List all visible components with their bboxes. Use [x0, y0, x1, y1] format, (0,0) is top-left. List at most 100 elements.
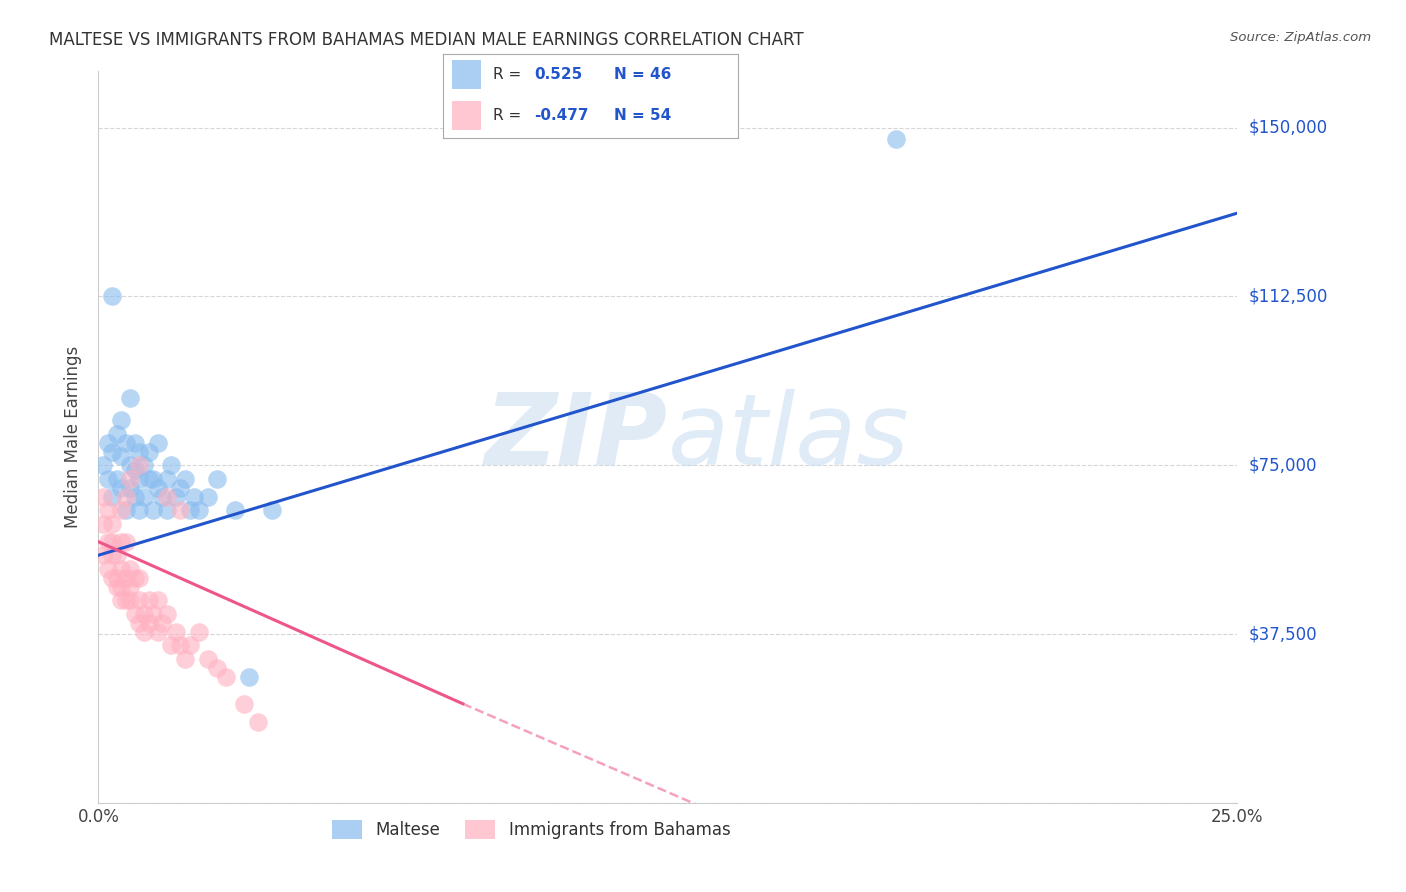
Point [215, 670, 238, 684]
Point [150, 615, 173, 630]
Text: Source: ZipAtlas.com: Source: ZipAtlas.com [1230, 31, 1371, 45]
Point [101, 516, 124, 531]
Point [260, 503, 283, 517]
Point [96, 534, 118, 549]
Point [246, 714, 269, 729]
Point [132, 458, 155, 473]
Point [110, 503, 132, 517]
Point [156, 503, 179, 517]
Point [160, 638, 183, 652]
Point [120, 562, 142, 576]
Point [128, 503, 150, 517]
Point [160, 458, 183, 473]
Point [124, 463, 146, 477]
Point [124, 490, 146, 504]
Point [105, 580, 128, 594]
Text: MALTESE VS IMMIGRANTS FROM BAHAMAS MEDIAN MALE EARNINGS CORRELATION CHART: MALTESE VS IMMIGRANTS FROM BAHAMAS MEDIA… [49, 31, 804, 49]
Point [132, 624, 155, 639]
Point [146, 593, 169, 607]
Point [101, 444, 124, 458]
Point [110, 593, 132, 607]
Point [884, 132, 907, 146]
Point [128, 458, 150, 473]
Point [110, 449, 132, 463]
Point [114, 593, 136, 607]
Point [183, 490, 205, 504]
Point [101, 571, 124, 585]
Point [132, 607, 155, 621]
Point [156, 607, 179, 621]
Point [124, 435, 146, 450]
Point [110, 481, 132, 495]
Point [105, 472, 128, 486]
Point [142, 607, 165, 621]
Point [156, 472, 179, 486]
Point [91, 458, 114, 473]
Point [169, 638, 191, 652]
Text: ZIP: ZIP [485, 389, 668, 485]
Point [156, 490, 179, 504]
Point [205, 661, 228, 675]
Point [138, 472, 160, 486]
Point [110, 580, 132, 594]
Point [128, 593, 150, 607]
Text: N = 46: N = 46 [614, 67, 672, 82]
Point [114, 435, 136, 450]
Point [146, 481, 169, 495]
Point [169, 503, 191, 517]
Point [238, 670, 260, 684]
Point [224, 503, 246, 517]
Point [110, 413, 132, 427]
Point [128, 615, 150, 630]
Point [105, 426, 128, 441]
Point [101, 534, 124, 549]
Point [187, 624, 209, 639]
Text: $75,000: $75,000 [1249, 456, 1317, 475]
FancyBboxPatch shape [451, 101, 481, 130]
Point [205, 472, 228, 486]
Point [101, 289, 124, 303]
Point [146, 435, 169, 450]
Text: atlas: atlas [668, 389, 910, 485]
Point [142, 472, 165, 486]
Text: N = 54: N = 54 [614, 108, 672, 123]
Point [233, 697, 256, 711]
Point [128, 571, 150, 585]
Point [114, 490, 136, 504]
Legend: Maltese, Immigrants from Bahamas: Maltese, Immigrants from Bahamas [325, 814, 737, 846]
Text: $112,500: $112,500 [1249, 287, 1327, 305]
Point [105, 548, 128, 562]
Point [105, 571, 128, 585]
Point [110, 534, 132, 549]
Point [142, 503, 165, 517]
Point [114, 571, 136, 585]
Point [120, 391, 142, 405]
Point [114, 503, 136, 517]
Point [174, 472, 197, 486]
Point [120, 458, 142, 473]
Point [138, 444, 160, 458]
Point [150, 490, 173, 504]
Point [110, 562, 132, 576]
Point [114, 534, 136, 549]
Point [120, 472, 142, 486]
Point [96, 562, 118, 576]
Point [197, 652, 219, 666]
Point [101, 548, 124, 562]
Point [120, 481, 142, 495]
Point [174, 652, 197, 666]
Text: $37,500: $37,500 [1249, 625, 1317, 643]
Point [120, 593, 142, 607]
Point [101, 490, 124, 504]
Point [128, 472, 150, 486]
Point [128, 444, 150, 458]
Point [165, 490, 187, 504]
Point [197, 490, 219, 504]
Point [169, 481, 191, 495]
Point [96, 503, 118, 517]
Point [120, 580, 142, 594]
Point [91, 548, 114, 562]
Y-axis label: Median Male Earnings: Median Male Earnings [65, 346, 83, 528]
Point [124, 571, 146, 585]
Point [96, 472, 118, 486]
